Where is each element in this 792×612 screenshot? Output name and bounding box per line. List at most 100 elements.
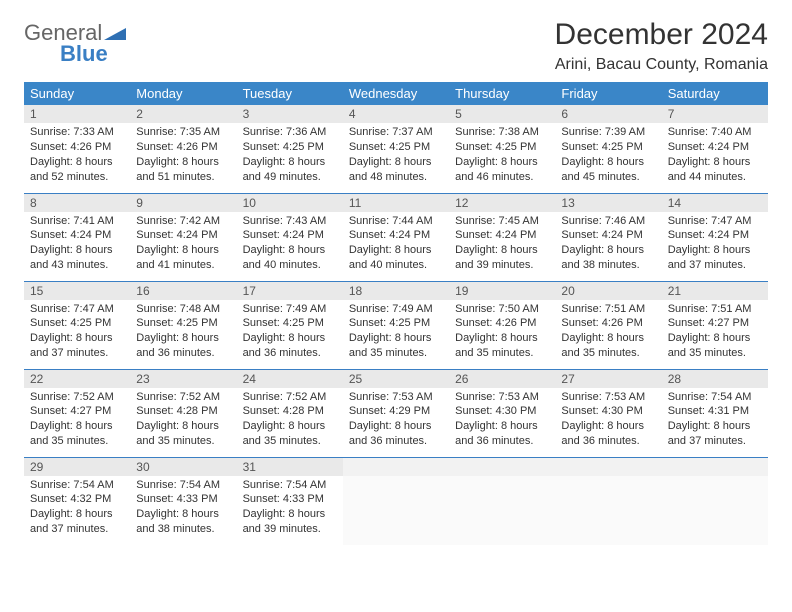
sunrise-text: Sunrise: 7:36 AM (243, 125, 337, 140)
cell-body: Sunrise: 7:43 AMSunset: 4:24 PMDaylight:… (237, 212, 343, 277)
day-number: 23 (130, 370, 236, 388)
sunrise-text: Sunrise: 7:47 AM (30, 302, 124, 317)
daylight-text: Daylight: 8 hours and 36 minutes. (561, 419, 655, 449)
daylight-text: Daylight: 8 hours and 35 minutes. (136, 419, 230, 449)
sunset-text: Sunset: 4:33 PM (243, 492, 337, 507)
day-number: 26 (449, 370, 555, 388)
day-number: 17 (237, 282, 343, 300)
daylight-text: Daylight: 8 hours and 49 minutes. (243, 155, 337, 185)
calendar-cell: 9Sunrise: 7:42 AMSunset: 4:24 PMDaylight… (130, 193, 236, 281)
sunset-text: Sunset: 4:32 PM (30, 492, 124, 507)
daylight-text: Daylight: 8 hours and 37 minutes. (30, 507, 124, 537)
cell-body: Sunrise: 7:52 AMSunset: 4:27 PMDaylight:… (24, 388, 130, 453)
calendar-cell: 5Sunrise: 7:38 AMSunset: 4:25 PMDaylight… (449, 105, 555, 193)
day-number: 14 (662, 194, 768, 212)
calendar-cell: 2Sunrise: 7:35 AMSunset: 4:26 PMDaylight… (130, 105, 236, 193)
day-number: 10 (237, 194, 343, 212)
calendar-cell: 17Sunrise: 7:49 AMSunset: 4:25 PMDayligh… (237, 281, 343, 369)
day-number: 12 (449, 194, 555, 212)
cell-body: Sunrise: 7:54 AMSunset: 4:33 PMDaylight:… (130, 476, 236, 541)
daylight-text: Daylight: 8 hours and 36 minutes. (349, 419, 443, 449)
day-number: 1 (24, 105, 130, 123)
daylight-text: Daylight: 8 hours and 46 minutes. (455, 155, 549, 185)
sunrise-text: Sunrise: 7:52 AM (30, 390, 124, 405)
calendar-cell: 20Sunrise: 7:51 AMSunset: 4:26 PMDayligh… (555, 281, 661, 369)
daylight-text: Daylight: 8 hours and 35 minutes. (455, 331, 549, 361)
daylight-text: Daylight: 8 hours and 37 minutes. (668, 243, 762, 273)
cell-body: Sunrise: 7:48 AMSunset: 4:25 PMDaylight:… (130, 300, 236, 365)
cell-body: Sunrise: 7:35 AMSunset: 4:26 PMDaylight:… (130, 123, 236, 188)
daylight-text: Daylight: 8 hours and 40 minutes. (349, 243, 443, 273)
sunrise-text: Sunrise: 7:51 AM (561, 302, 655, 317)
title-block: December 2024 Arini, Bacau County, Roman… (555, 18, 768, 74)
daylight-text: Daylight: 8 hours and 44 minutes. (668, 155, 762, 185)
sunset-text: Sunset: 4:24 PM (136, 228, 230, 243)
daylight-text: Daylight: 8 hours and 52 minutes. (30, 155, 124, 185)
day-number: 24 (237, 370, 343, 388)
sunrise-text: Sunrise: 7:40 AM (668, 125, 762, 140)
sunrise-text: Sunrise: 7:46 AM (561, 214, 655, 229)
day-number: 16 (130, 282, 236, 300)
day-header-row: Sunday Monday Tuesday Wednesday Thursday… (24, 82, 768, 105)
day-number-empty (662, 458, 768, 476)
calendar-cell: 25Sunrise: 7:53 AMSunset: 4:29 PMDayligh… (343, 369, 449, 457)
daylight-text: Daylight: 8 hours and 40 minutes. (243, 243, 337, 273)
sunrise-text: Sunrise: 7:41 AM (30, 214, 124, 229)
day-header: Friday (555, 82, 661, 105)
calendar-cell: 30Sunrise: 7:54 AMSunset: 4:33 PMDayligh… (130, 457, 236, 545)
sunset-text: Sunset: 4:26 PM (30, 140, 124, 155)
daylight-text: Daylight: 8 hours and 35 minutes. (243, 419, 337, 449)
sunrise-text: Sunrise: 7:51 AM (668, 302, 762, 317)
day-number-empty (449, 458, 555, 476)
day-number: 13 (555, 194, 661, 212)
calendar-week-row: 22Sunrise: 7:52 AMSunset: 4:27 PMDayligh… (24, 369, 768, 457)
page-header: General Blue December 2024 Arini, Bacau … (24, 18, 768, 74)
day-number: 30 (130, 458, 236, 476)
sunset-text: Sunset: 4:24 PM (561, 228, 655, 243)
sunrise-text: Sunrise: 7:47 AM (668, 214, 762, 229)
daylight-text: Daylight: 8 hours and 48 minutes. (349, 155, 443, 185)
sunset-text: Sunset: 4:28 PM (136, 404, 230, 419)
day-number: 8 (24, 194, 130, 212)
sunset-text: Sunset: 4:29 PM (349, 404, 443, 419)
sunrise-text: Sunrise: 7:43 AM (243, 214, 337, 229)
daylight-text: Daylight: 8 hours and 36 minutes. (455, 419, 549, 449)
sunset-text: Sunset: 4:24 PM (455, 228, 549, 243)
day-number: 6 (555, 105, 661, 123)
cell-body: Sunrise: 7:37 AMSunset: 4:25 PMDaylight:… (343, 123, 449, 188)
calendar-cell: 16Sunrise: 7:48 AMSunset: 4:25 PMDayligh… (130, 281, 236, 369)
day-number-empty (343, 458, 449, 476)
day-header: Monday (130, 82, 236, 105)
daylight-text: Daylight: 8 hours and 43 minutes. (30, 243, 124, 273)
calendar-cell: 8Sunrise: 7:41 AMSunset: 4:24 PMDaylight… (24, 193, 130, 281)
sunset-text: Sunset: 4:25 PM (243, 316, 337, 331)
calendar-cell: 18Sunrise: 7:49 AMSunset: 4:25 PMDayligh… (343, 281, 449, 369)
calendar-cell: 14 Sunrise: 7:47 AMSunset: 4:24 PMDayligh… (662, 193, 768, 281)
sunset-text: Sunset: 4:30 PM (561, 404, 655, 419)
sunset-text: Sunset: 4:24 PM (668, 228, 762, 243)
cell-body: Sunrise: 7:51 AMSunset: 4:27 PMDaylight:… (662, 300, 768, 365)
daylight-text: Daylight: 8 hours and 39 minutes. (243, 507, 337, 537)
calendar-cell: 26Sunrise: 7:53 AMSunset: 4:30 PMDayligh… (449, 369, 555, 457)
sunrise-text: Sunrise: 7:48 AM (136, 302, 230, 317)
day-number: 11 (343, 194, 449, 212)
sunrise-text: Sunrise: 7:54 AM (136, 478, 230, 493)
day-number: 4 (343, 105, 449, 123)
day-number-empty (555, 458, 661, 476)
daylight-text: Daylight: 8 hours and 37 minutes. (30, 331, 124, 361)
sunset-text: Sunset: 4:25 PM (349, 316, 443, 331)
day-number: 3 (237, 105, 343, 123)
cell-body: Sunrise: 7:54 AMSunset: 4:32 PMDaylight:… (24, 476, 130, 541)
cell-body: Sunrise: 7:41 AMSunset: 4:24 PMDaylight:… (24, 212, 130, 277)
calendar-cell: 3Sunrise: 7:36 AMSunset: 4:25 PMDaylight… (237, 105, 343, 193)
cell-body: Sunrise: 7:54 AMSunset: 4:31 PMDaylight:… (662, 388, 768, 453)
cell-body: Sunrise: 7:53 AMSunset: 4:30 PMDaylight:… (449, 388, 555, 453)
cell-body: Sunrise: 7:38 AMSunset: 4:25 PMDaylight:… (449, 123, 555, 188)
sunset-text: Sunset: 4:26 PM (561, 316, 655, 331)
day-number: 28 (662, 370, 768, 388)
sunset-text: Sunset: 4:25 PM (30, 316, 124, 331)
brand-logo: General Blue (24, 22, 126, 65)
calendar-cell (449, 457, 555, 545)
calendar-cell: 1Sunrise: 7:33 AMSunset: 4:26 PMDaylight… (24, 105, 130, 193)
cell-body: Sunrise: 7:53 AMSunset: 4:29 PMDaylight:… (343, 388, 449, 453)
